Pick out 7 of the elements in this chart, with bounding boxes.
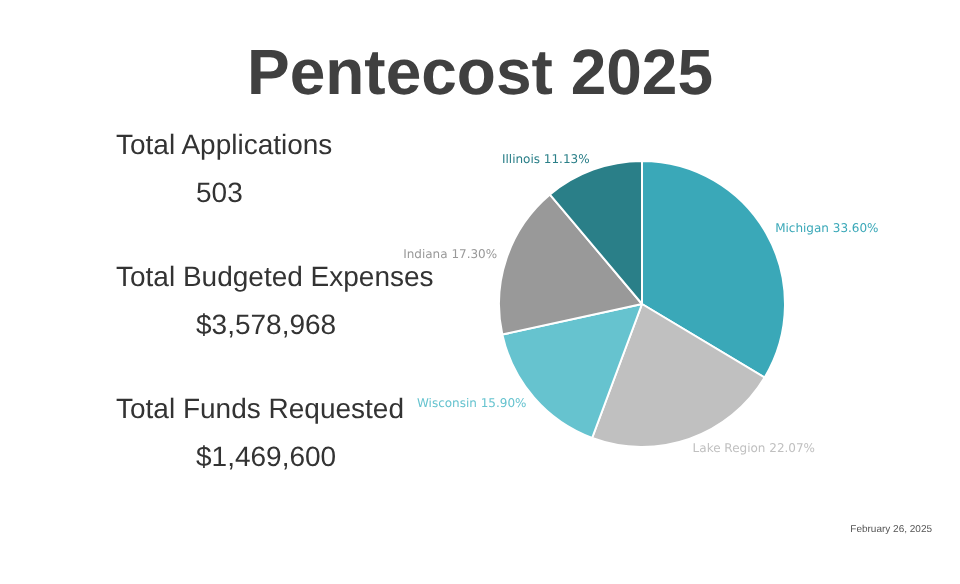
text: 503 xyxy=(196,176,243,208)
text: $1,469,600 xyxy=(196,440,337,472)
text: Total Funds Requested xyxy=(116,392,404,424)
text: Total Applications xyxy=(116,128,333,160)
text: $3,578,968 xyxy=(196,308,337,340)
text: Total Budgeted Expenses xyxy=(116,260,434,292)
chart-title: Pentecost 2025 xyxy=(244,36,715,110)
